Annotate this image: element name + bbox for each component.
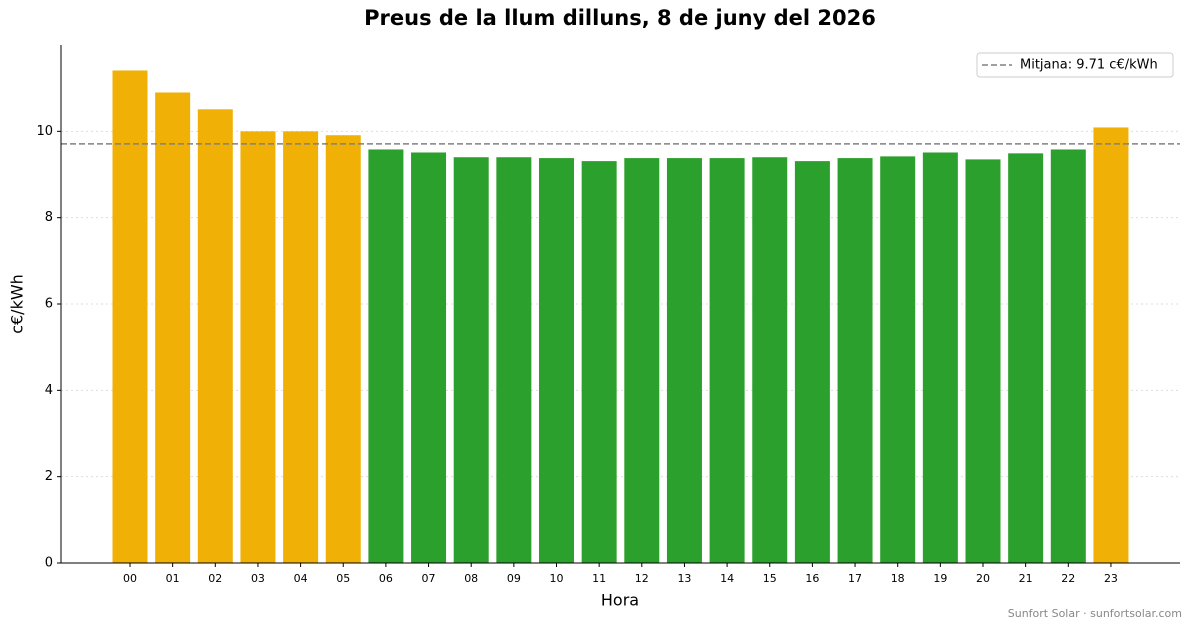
bar bbox=[453, 157, 489, 563]
x-tick-label: 01 bbox=[166, 572, 180, 585]
chart-title: Preus de la llum dilluns, 8 de juny del … bbox=[364, 6, 876, 30]
y-tick-label: 2 bbox=[45, 469, 53, 484]
x-tick-label: 17 bbox=[848, 572, 862, 585]
x-tick-label: 13 bbox=[677, 572, 691, 585]
legend-label: Mitjana: 9.71 c€/kWh bbox=[1020, 58, 1158, 73]
y-tick-label: 6 bbox=[45, 297, 53, 312]
y-tick-label: 10 bbox=[36, 124, 53, 139]
bar bbox=[752, 157, 788, 563]
x-tick-label: 03 bbox=[251, 572, 265, 585]
y-tick-label: 0 bbox=[45, 556, 53, 571]
bar bbox=[368, 149, 404, 564]
y-axis-label: c€/kWh bbox=[8, 274, 27, 334]
x-tick-label: 16 bbox=[805, 572, 819, 585]
bar bbox=[1050, 149, 1086, 564]
x-tick-label: 09 bbox=[507, 572, 521, 585]
bar bbox=[197, 109, 233, 564]
bar bbox=[965, 159, 1001, 563]
bar bbox=[581, 161, 617, 563]
x-tick-label: 21 bbox=[1019, 572, 1033, 585]
source: Sunfort Solar · sunfortsolar.com bbox=[1008, 607, 1182, 620]
x-tick-label: 14 bbox=[720, 572, 734, 585]
bar bbox=[325, 135, 361, 564]
x-tick-label: 19 bbox=[933, 572, 947, 585]
y-tick-label: 4 bbox=[45, 383, 53, 398]
x-tick-label: 07 bbox=[422, 572, 436, 585]
bar bbox=[1093, 127, 1129, 563]
x-tick-label: 06 bbox=[379, 572, 393, 585]
x-tick-label: 15 bbox=[763, 572, 777, 585]
bar bbox=[240, 131, 276, 564]
x-axis-label: Hora bbox=[601, 591, 639, 610]
x-tick-label: 05 bbox=[336, 572, 350, 585]
bar bbox=[624, 158, 660, 563]
bar bbox=[1008, 153, 1044, 563]
x-tick-label: 23 bbox=[1104, 572, 1118, 585]
legend-box bbox=[976, 52, 1174, 78]
bar bbox=[496, 157, 532, 563]
bar bbox=[837, 158, 873, 563]
bar bbox=[539, 158, 574, 563]
bar bbox=[709, 158, 745, 563]
bar bbox=[411, 152, 447, 564]
x-tick-label: 11 bbox=[592, 572, 606, 585]
bar bbox=[283, 131, 319, 564]
x-tick-label: 12 bbox=[635, 572, 649, 585]
x-tick-label: 22 bbox=[1061, 572, 1075, 585]
bar bbox=[155, 92, 191, 563]
bar bbox=[112, 70, 148, 564]
x-tick-label: 20 bbox=[976, 572, 990, 585]
x-tick-label: 08 bbox=[464, 572, 478, 585]
x-tick-label: 10 bbox=[550, 572, 564, 585]
x-tick-label: 04 bbox=[294, 572, 308, 585]
y-tick-label: 8 bbox=[45, 210, 53, 225]
x-tick-label: 00 bbox=[123, 572, 137, 585]
x-tick-label: 02 bbox=[208, 572, 222, 585]
bar bbox=[794, 161, 830, 563]
bar bbox=[922, 152, 958, 564]
bar bbox=[880, 156, 916, 563]
bar bbox=[666, 158, 702, 563]
x-tick-label: 18 bbox=[891, 572, 905, 585]
